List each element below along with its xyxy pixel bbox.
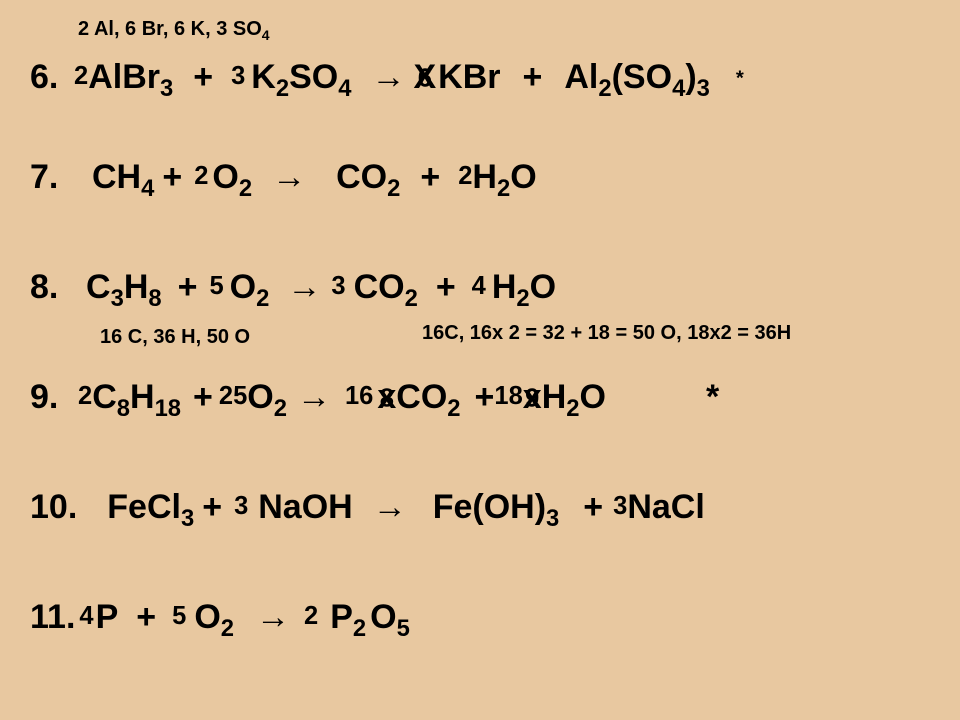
atom-count-note-right: 16C, 16x 2 = 32 + 18 = 50 O, 18x2 = 36H	[422, 322, 791, 345]
formula-part: H2	[472, 158, 510, 196]
plus-sign: +	[583, 488, 603, 526]
coefficient: 5	[209, 272, 223, 300]
overwritten-coefficient: 6X	[413, 58, 436, 96]
coefficient: 25	[219, 382, 247, 410]
plus-sign: +	[202, 488, 222, 526]
coefficient: 3	[234, 492, 248, 520]
formula-part: *	[706, 378, 719, 416]
plus-sign: +	[136, 598, 156, 636]
equation-number: 9.	[30, 378, 74, 417]
formula-part: NaCl	[627, 488, 704, 526]
coefficient: 2	[304, 602, 318, 630]
coefficient: 2	[458, 162, 472, 190]
formula-part: H2	[542, 378, 580, 416]
formula-part: FeCl3	[107, 488, 194, 526]
equation-row: 6.2AlBr3 +3K2SO4 →6XKBr + Al2(SO4)3 *	[30, 58, 960, 97]
equation-number: 7.	[30, 158, 74, 197]
coefficient: 3	[331, 272, 345, 300]
equation-row: 11.4P +5 O2 → 2 P2O5	[30, 598, 960, 637]
equation-number: 6.	[30, 58, 74, 97]
formula-part: AlBr3	[88, 58, 173, 96]
formula-part: O2	[194, 598, 234, 636]
formula-part: H18	[130, 378, 181, 416]
overwritten-coefficient: 8x	[377, 378, 396, 416]
formula-part: Fe(OH)3	[433, 488, 560, 526]
coefficient: 3	[613, 492, 627, 520]
arrow: →	[256, 598, 290, 636]
coefficient: 4	[79, 602, 93, 630]
formula-part: CO2	[354, 268, 418, 306]
formula-part: K2	[251, 58, 289, 96]
plus-sign: +	[523, 58, 543, 96]
equation-row: 9.2C8H18 +25O2 → 168xCO2 +189xH2O *	[30, 378, 960, 417]
plus-sign: +	[193, 378, 213, 416]
coefficient: 4	[472, 272, 486, 300]
coefficient: 2	[78, 382, 92, 410]
formula-part: CH4	[92, 158, 154, 196]
formula-part: SO4	[289, 58, 351, 96]
formula-part: O	[580, 378, 606, 416]
asterisk: *	[736, 68, 744, 90]
formula-part: NaOH	[258, 488, 352, 526]
formula-part: O	[530, 268, 556, 306]
plus-sign: +	[178, 268, 198, 306]
equation-number: 10.	[30, 488, 77, 527]
coefficient: 18	[494, 382, 522, 410]
arrow: →	[297, 378, 331, 416]
formula-part: O2	[212, 158, 252, 196]
coefficient: 16	[345, 382, 373, 410]
equation-number: 8.	[30, 268, 74, 307]
formula-part: H8	[124, 268, 162, 306]
formula-part: P2	[330, 598, 366, 636]
arrow: →	[373, 488, 407, 526]
coefficient: 2	[74, 62, 88, 90]
formula-part: O2	[230, 268, 270, 306]
equation-row: 8. C3H8 +5O2 → 3 CO2 +4H2O	[30, 268, 960, 307]
formula-part: KBr	[438, 58, 500, 96]
formula-part: H2	[492, 268, 530, 306]
plus-sign: +	[475, 378, 495, 416]
overwritten-coefficient: 9x	[523, 378, 542, 416]
equation-number: 11.	[30, 598, 75, 637]
formula-part: (SO4	[612, 58, 686, 96]
formula-part: Al2	[564, 58, 611, 96]
equation-row: 7.CH4+2O2→CO2+2H2O	[30, 158, 960, 197]
plus-sign: +	[420, 158, 440, 196]
coefficient: 5	[172, 602, 186, 630]
formula-part: C3	[86, 268, 124, 306]
formula-part: O	[510, 158, 536, 196]
plus-sign: +	[193, 58, 213, 96]
formula-part: O2	[247, 378, 287, 416]
equation-row: 10.FeCl3+3NaOH→Fe(OH)3+3NaCl	[30, 488, 960, 527]
formula-part: CO2	[336, 158, 400, 196]
atom-count-note-left: 16 C, 36 H, 50 O	[100, 326, 250, 349]
plus-sign: +	[436, 268, 456, 306]
formula-part: )3	[685, 58, 710, 96]
formula-part: P	[96, 598, 119, 636]
formula-part: C8	[92, 378, 130, 416]
coefficient: 2	[194, 162, 208, 190]
arrow: →	[272, 158, 306, 196]
arrow: →	[371, 58, 405, 96]
arrow: →	[287, 268, 321, 306]
formula-part: O5	[370, 598, 410, 636]
slide-background: 2 Al, 6 Br, 6 K, 3 SO46.2AlBr3+3K2SO4→6X…	[0, 0, 960, 720]
coefficient: 3	[231, 62, 245, 90]
atom-count-note-top: 2 Al, 6 Br, 6 K, 3 SO4	[78, 18, 270, 41]
plus-sign: +	[162, 158, 182, 196]
formula-part: CO2	[396, 378, 460, 416]
